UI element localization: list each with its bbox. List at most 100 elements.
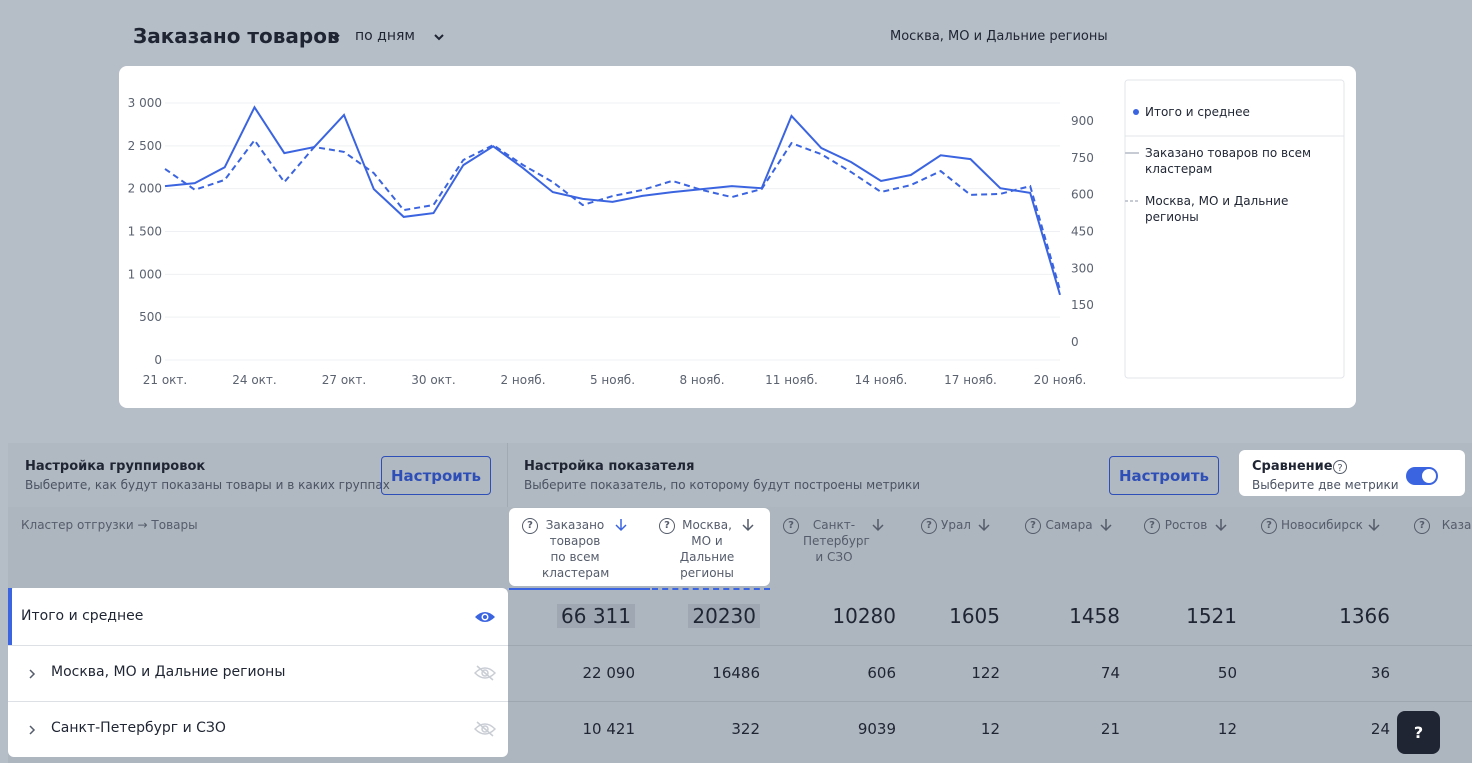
y-tick-label: 1 000 [128,267,162,281]
sort-arrow[interactable] [977,517,991,533]
table-cell: 322 [731,720,760,738]
table-cell: 606 [867,664,896,682]
x-tick-label: 24 окт. [232,373,276,387]
sort-arrow[interactable] [614,517,628,533]
grouping-subtitle: Выберите, как будут показаны товары и в … [25,478,390,492]
column-header: Урал [941,518,971,532]
table-cell: 22 090 [582,664,636,682]
chevron[interactable] [328,30,342,44]
comparison-toggle[interactable] [1406,467,1438,485]
y-tick-label: 2 500 [128,139,162,153]
sort-arrow[interactable] [1099,517,1113,533]
info-icon[interactable]: ? [921,518,937,534]
visibility-icon[interactable] [473,720,497,738]
table-cell: 21 [1100,720,1120,738]
y-tick-label: 3 000 [128,96,162,110]
x-tick-label: 5 нояб. [590,373,635,387]
row-marker [8,588,12,645]
table-cell: 50 [1217,664,1237,682]
table-cell: 1458 [1069,604,1120,628]
legend-dot [1133,109,1139,115]
table-cell: 9039 [857,720,896,738]
row-divider [508,645,1472,646]
svg-text:?: ? [1337,463,1342,474]
period-select[interactable]: по дням [355,28,415,44]
row-label: Итого и среднее [21,608,144,624]
expand-chevron[interactable] [27,666,37,680]
column-header: Самара [1045,518,1093,532]
chart: Итого и среднее 0 500 1 000 1 500 2 000 2 500… [119,66,1356,408]
grouping-button[interactable]: Настроить [381,456,491,495]
table-cell: 16486 [712,664,760,682]
y-tick-label: 2 000 [128,182,162,196]
sort-arrow[interactable] [1214,517,1228,533]
table-cell: 1605 [949,604,1000,628]
table-cell: 66 311 [557,604,635,628]
info-icon[interactable]: ? [1414,518,1430,534]
y2-tick-label: 900 [1071,114,1094,128]
column-header: Москва, МО и Дальние регионы [679,518,735,580]
settings-bar [8,443,1472,507]
column-header: Новосибирск [1281,518,1363,532]
legend-label: Заказано товаров по всем кластерам [1145,146,1311,176]
row-divider [508,701,1472,702]
info-icon[interactable]: ? [659,518,675,534]
table-cell: 1521 [1186,604,1237,628]
visibility-icon[interactable] [473,664,497,682]
selected-columns [509,508,770,586]
info-icon[interactable]: ? [522,518,538,534]
info-icon[interactable]: ? [1332,459,1348,475]
chart-card [119,66,1356,408]
y-tick-label: 500 [139,310,162,324]
column-header: Ростов [1164,518,1208,532]
visibility-icon[interactable] [474,608,496,626]
info-icon[interactable]: ? [783,518,799,534]
table-cell: 12 [980,720,1000,738]
y2-tick-label: 150 [1071,298,1094,312]
metric-subtitle: Выберите показатель, по которому будут п… [524,478,921,492]
y-tick-label: 0 [154,353,162,367]
x-tick-label: 30 окт. [411,373,455,387]
table-cell: 10 421 [582,720,636,738]
comparison-subtitle: Выберите две метрики [1252,478,1399,492]
table-cell: 74 [1100,664,1120,682]
chevron[interactable] [432,30,446,44]
table-header: Кластер отгрузки → Товары [21,518,198,532]
column-header: Санкт-Петербург и СЗО [803,518,870,564]
column-underline [652,588,770,590]
row-divider [8,645,508,646]
x-tick-label: 8 нояб. [679,373,724,387]
x-tick-label: 11 нояб. [765,373,818,387]
row-label: Санкт-Петербург и СЗО [51,720,226,736]
comparison-title: Сравнение [1252,459,1333,474]
legend-title: Итого и среднее [1145,105,1250,119]
table-cell: 10280 [832,604,896,628]
region-label: Москва, МО и Дальние регионы [890,29,1108,44]
x-tick-label: 21 окт. [143,373,187,387]
x-tick-label: 20 нояб. [1034,373,1087,387]
legend-box [1124,79,1345,379]
x-tick-label: 27 окт. [322,373,366,387]
sort-arrow[interactable] [741,517,755,533]
column-header: Заказано товаров по всем кластерам [542,518,610,580]
sort-arrow[interactable] [871,517,885,533]
info-icon[interactable]: ? [1144,518,1160,534]
metric-button[interactable]: Настроить [1109,456,1219,495]
x-tick-label: 2 нояб. [500,373,545,387]
y2-tick-label: 300 [1071,261,1094,275]
metric-title: Настройка показателя [524,459,695,474]
y2-tick-label: 0 [1071,335,1079,349]
help-button[interactable]: ? [1397,711,1440,754]
sort-arrow[interactable] [1367,517,1381,533]
column-underline [509,588,650,590]
row-labels [8,588,508,757]
page-title: Заказано товаров [133,24,340,48]
x-tick-label: 14 нояб. [855,373,908,387]
info-icon[interactable]: ? [1261,518,1277,534]
info-icon[interactable]: ? [1025,518,1041,534]
table-cell: 122 [971,664,1000,682]
row-divider [8,701,508,702]
expand-chevron[interactable] [27,722,37,736]
x-tick-label: 17 нояб. [944,373,997,387]
series-line [164,138,1061,291]
